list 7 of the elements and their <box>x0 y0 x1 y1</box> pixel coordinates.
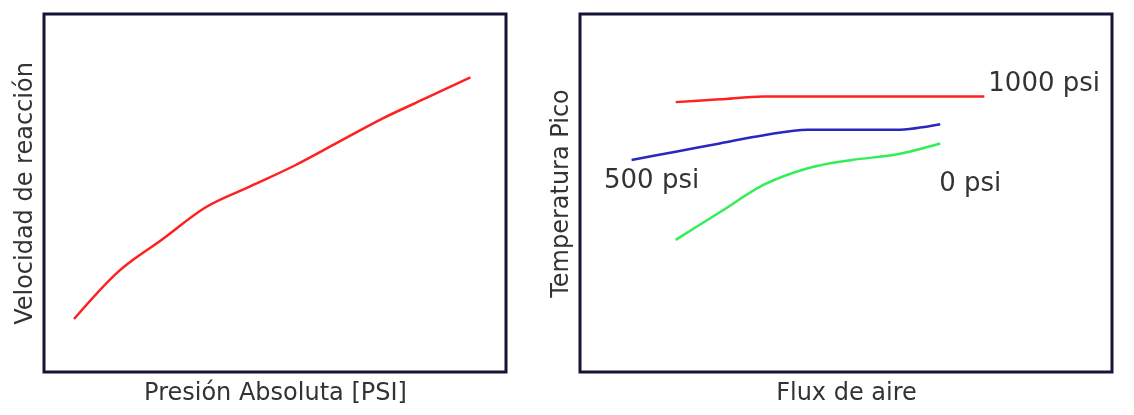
series-label: 1000 psi <box>988 66 1101 97</box>
x-axis-title: Flux de aire <box>776 377 917 406</box>
series-label: 0 psi <box>939 167 1002 198</box>
series-label: 500 psi <box>604 163 700 194</box>
y-axis-title: Velocidad de reacción <box>9 62 38 325</box>
y-axis-title: Temperatura Pico <box>545 89 574 299</box>
x-axis-title: Presión Absoluta [PSI] <box>144 377 407 406</box>
